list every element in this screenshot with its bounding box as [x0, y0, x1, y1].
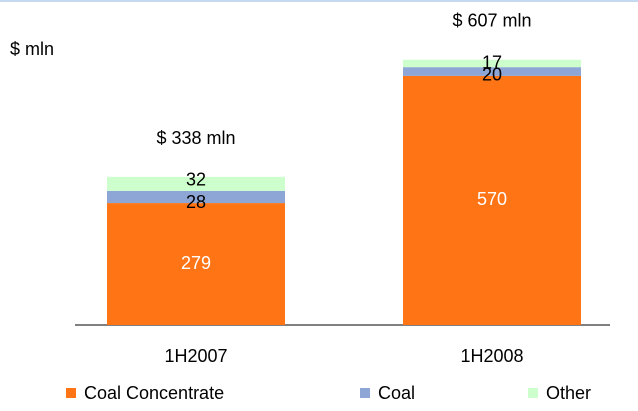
data-label: 570: [477, 189, 507, 209]
x-tick-label: 1H2007: [164, 346, 227, 366]
legend-label: Coal: [378, 383, 415, 403]
bar-segment: [107, 190, 285, 204]
total-label: $ 338 mln: [156, 128, 235, 148]
data-label: 20: [482, 65, 502, 85]
legend-label: Coal Concentrate: [84, 383, 224, 403]
legend-swatch: [528, 388, 538, 398]
total-label: $ 607 mln: [452, 10, 531, 30]
bar-segment: [403, 59, 581, 68]
bar-segment: [403, 75, 581, 325]
data-label: 17: [482, 52, 502, 72]
data-label: 28: [186, 192, 206, 212]
data-label: 279: [181, 253, 211, 273]
legend-swatch: [360, 388, 370, 398]
top-border: [0, 0, 638, 2]
bar-segment: [107, 176, 285, 191]
bar-segment: [107, 203, 285, 325]
bar-segment: [403, 67, 581, 76]
data-label: 32: [186, 170, 206, 190]
legend-label: Other: [546, 383, 591, 403]
y-axis-label: $ mln: [10, 39, 54, 59]
legend-swatch: [66, 388, 76, 398]
x-tick-label: 1H2008: [460, 346, 523, 366]
